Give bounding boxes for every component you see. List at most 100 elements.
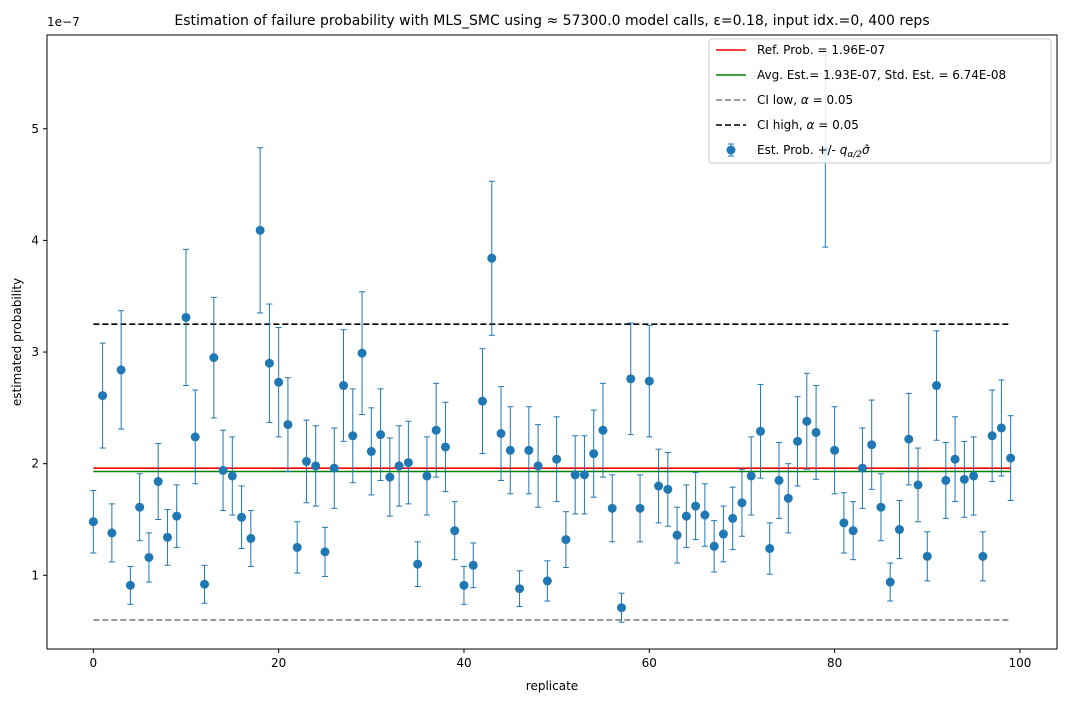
point-marker bbox=[162, 532, 172, 542]
data-point bbox=[811, 385, 821, 480]
point-marker bbox=[783, 493, 793, 503]
data-point bbox=[978, 531, 988, 582]
x-tick-label: 20 bbox=[271, 656, 286, 670]
y-tick-label: 3 bbox=[31, 345, 39, 359]
data-point bbox=[98, 342, 108, 449]
data-point bbox=[274, 326, 284, 438]
data-point bbox=[681, 484, 691, 548]
point-marker bbox=[876, 502, 886, 512]
point-marker bbox=[848, 526, 858, 536]
point-marker bbox=[663, 484, 673, 494]
point-marker bbox=[218, 465, 228, 475]
point-marker bbox=[700, 510, 710, 520]
point-marker bbox=[524, 445, 534, 455]
data-point bbox=[200, 564, 210, 604]
x-tick-label: 0 bbox=[90, 656, 98, 670]
point-marker bbox=[125, 580, 135, 590]
point-marker bbox=[969, 471, 979, 481]
data-point bbox=[969, 436, 979, 516]
point-marker bbox=[200, 579, 210, 589]
point-marker bbox=[153, 477, 163, 487]
point-marker bbox=[385, 472, 395, 482]
data-point bbox=[348, 388, 358, 484]
data-point bbox=[125, 565, 135, 605]
point-marker bbox=[867, 440, 877, 450]
data-point bbox=[570, 435, 580, 515]
point-marker bbox=[728, 513, 738, 523]
point-marker bbox=[246, 533, 256, 543]
point-marker bbox=[487, 253, 497, 263]
data-point bbox=[941, 441, 951, 519]
data-point bbox=[505, 406, 515, 495]
data-point bbox=[246, 510, 256, 567]
legend-entry-ci-high: CI high, α = 0.05 bbox=[716, 118, 859, 132]
point-marker bbox=[987, 431, 997, 441]
legend-entry-points: Est. Prob. +/- qα/2σ̂ bbox=[726, 143, 870, 160]
data-point bbox=[728, 486, 738, 551]
y-offset-text: 1e−7 bbox=[47, 15, 80, 29]
x-tick-label: 60 bbox=[642, 656, 657, 670]
point-marker bbox=[904, 434, 914, 444]
y-axis-ticks: 1 2 3 4 5 bbox=[31, 122, 47, 582]
point-marker bbox=[422, 471, 432, 481]
x-tick-label: 80 bbox=[827, 656, 842, 670]
point-marker bbox=[922, 551, 932, 561]
point-marker bbox=[579, 470, 589, 480]
data-point bbox=[802, 372, 812, 470]
data-point bbox=[589, 409, 599, 498]
data-point bbox=[172, 484, 182, 548]
legend-label: Ref. Prob. = 1.96E-07 bbox=[757, 43, 885, 57]
data-point bbox=[237, 485, 247, 550]
point-marker bbox=[644, 376, 654, 386]
data-point bbox=[264, 303, 274, 423]
data-point bbox=[839, 492, 849, 554]
point-marker bbox=[468, 560, 478, 570]
point-marker bbox=[552, 454, 562, 464]
data-point bbox=[227, 436, 237, 516]
data-point bbox=[339, 329, 349, 442]
legend-label-part: α bbox=[807, 118, 815, 132]
point-marker bbox=[1006, 453, 1016, 463]
point-marker bbox=[950, 454, 960, 464]
legend-label-part: CI high, bbox=[757, 118, 807, 132]
data-point bbox=[181, 248, 191, 387]
data-point bbox=[88, 489, 98, 554]
point-marker bbox=[885, 577, 895, 587]
data-point bbox=[144, 532, 154, 583]
data-point bbox=[654, 448, 664, 524]
point-marker bbox=[292, 542, 302, 552]
x-axis-ticks: 0 20 40 60 80 100 bbox=[90, 649, 1031, 670]
point-marker bbox=[959, 474, 969, 484]
point-marker bbox=[570, 470, 580, 480]
point-marker bbox=[450, 526, 460, 536]
data-point bbox=[255, 147, 265, 314]
data-point bbox=[515, 570, 525, 608]
point-marker bbox=[348, 431, 358, 441]
data-point bbox=[357, 291, 367, 416]
data-point bbox=[459, 565, 469, 605]
legend-label-part: = 0.05 bbox=[809, 93, 853, 107]
point-marker bbox=[533, 461, 543, 471]
data-point bbox=[478, 348, 488, 455]
point-marker bbox=[978, 551, 988, 561]
point-marker bbox=[116, 365, 126, 375]
point-marker bbox=[283, 420, 293, 430]
data-points bbox=[88, 54, 1016, 623]
legend-label: CI low, α = 0.05 bbox=[757, 93, 853, 107]
data-point bbox=[190, 389, 200, 485]
point-marker bbox=[709, 541, 719, 551]
data-point bbox=[672, 506, 682, 564]
point-marker bbox=[941, 475, 951, 485]
data-point bbox=[162, 508, 172, 566]
point-marker bbox=[830, 445, 840, 455]
data-point bbox=[904, 392, 914, 486]
data-point bbox=[413, 541, 423, 587]
data-point bbox=[153, 443, 163, 521]
point-marker bbox=[913, 480, 923, 490]
data-point bbox=[440, 401, 450, 493]
data-point bbox=[932, 330, 942, 441]
data-point bbox=[709, 520, 719, 573]
point-marker bbox=[737, 498, 747, 508]
y-tick-label: 5 bbox=[31, 122, 39, 136]
point-marker bbox=[598, 425, 608, 435]
